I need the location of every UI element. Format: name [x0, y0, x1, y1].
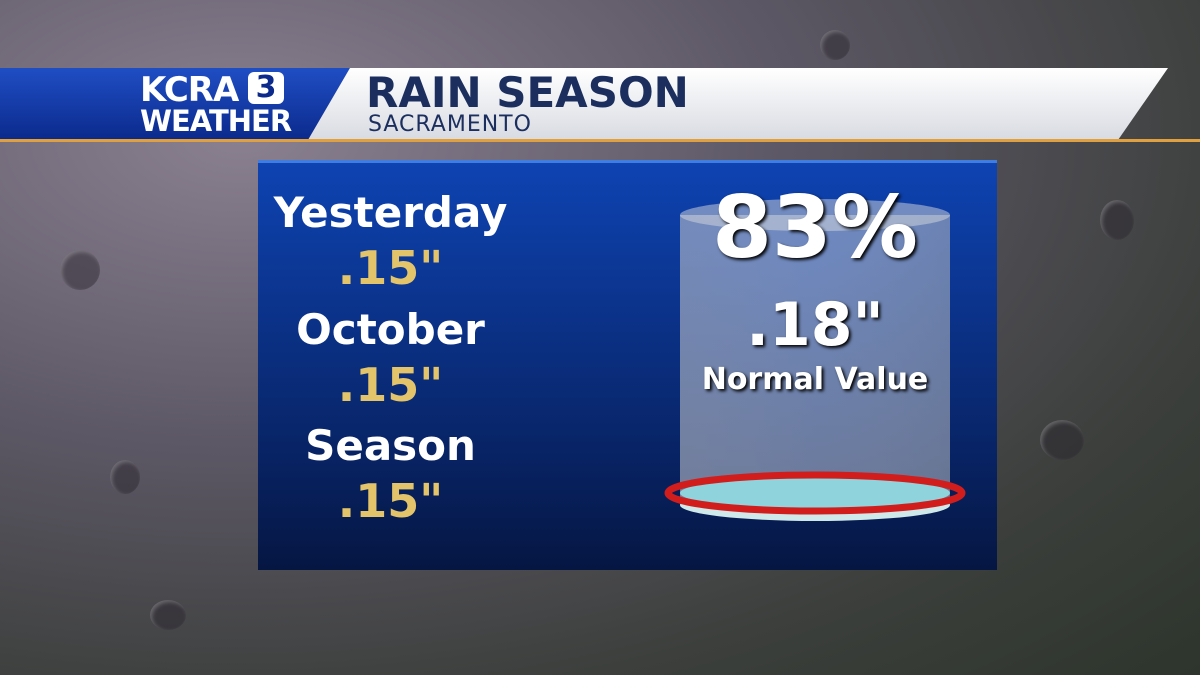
gauge-ring [664, 471, 966, 515]
stat-value: .15" [337, 474, 444, 528]
gauge-cylinder [680, 215, 950, 505]
subtitle: SACRAMENTO [368, 112, 532, 137]
rain-drop [110, 460, 140, 494]
stat-label: Season [305, 421, 476, 470]
header-title-bar [308, 68, 1168, 140]
stat-label: Yesterday [273, 188, 508, 237]
stat-label: October [296, 305, 485, 354]
header-rule [0, 139, 1200, 142]
gauge-water [680, 477, 950, 509]
rain-drop [1040, 420, 1084, 460]
logo-number: 3 [248, 72, 284, 104]
gauge-value: .18" [746, 290, 884, 360]
gauge-label: Normal Value [701, 362, 929, 397]
gauge-percent: 83% [712, 178, 918, 278]
rain-drop [150, 600, 186, 630]
rain-drop [820, 30, 850, 60]
logo-label: WEATHER [140, 104, 292, 138]
header-logo-bar [0, 68, 350, 140]
rain-drop [1100, 200, 1134, 240]
logo-name: KCRA [140, 70, 239, 110]
rain-drop [60, 250, 100, 290]
stat-value: .15" [337, 358, 444, 412]
title: RAIN SEASON [366, 68, 689, 117]
gauge-top [680, 199, 950, 231]
stat-value: .15" [337, 241, 444, 295]
